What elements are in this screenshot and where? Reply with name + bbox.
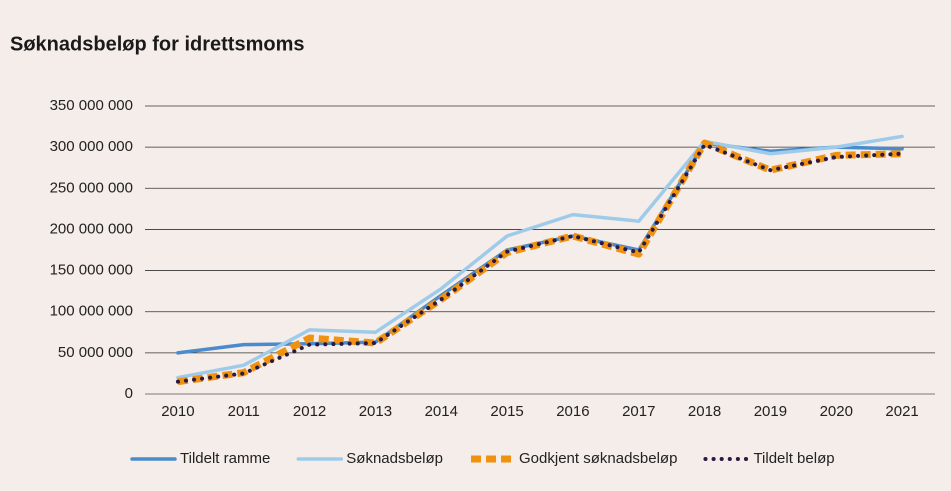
series-line: [176, 134, 904, 380]
y-tick-label: 0: [125, 385, 133, 402]
y-tick-label: 250 000 000: [50, 179, 133, 196]
legend-label: Tildelt beløp: [753, 450, 834, 467]
x-tick-label: 2020: [820, 403, 853, 420]
x-tick-label: 2018: [688, 403, 721, 420]
x-tick-label: 2013: [359, 403, 392, 420]
x-tick-label: 2021: [885, 403, 918, 420]
x-tick-label: 2016: [556, 403, 589, 420]
x-tick-label: 2014: [425, 403, 458, 420]
y-tick-label: 300 000 000: [50, 138, 133, 155]
x-tick-label: 2019: [754, 403, 787, 420]
y-tick-label: 100 000 000: [50, 303, 133, 320]
y-tick-label: 200 000 000: [50, 220, 133, 237]
legend-label: Tildelt ramme: [180, 450, 270, 467]
x-tick-label: 2011: [228, 403, 260, 420]
y-tick-label: 150 000 000: [50, 262, 133, 279]
x-tick-label: 2010: [161, 403, 194, 420]
x-tick-label: 2017: [622, 403, 655, 420]
series-line: [175, 142, 905, 384]
x-tick-label: 2012: [293, 403, 326, 420]
legend-label: Godkjent søknadsbeløp: [519, 450, 677, 467]
x-tick-label: 2015: [490, 403, 523, 420]
y-tick-label: 50 000 000: [58, 344, 133, 361]
y-tick-label: 350 000 000: [50, 97, 133, 114]
series-line: [177, 139, 903, 386]
legend-label: Søknadsbeløp: [346, 450, 443, 467]
chart-title: Søknadsbeløp for idrettsmoms: [10, 33, 305, 55]
